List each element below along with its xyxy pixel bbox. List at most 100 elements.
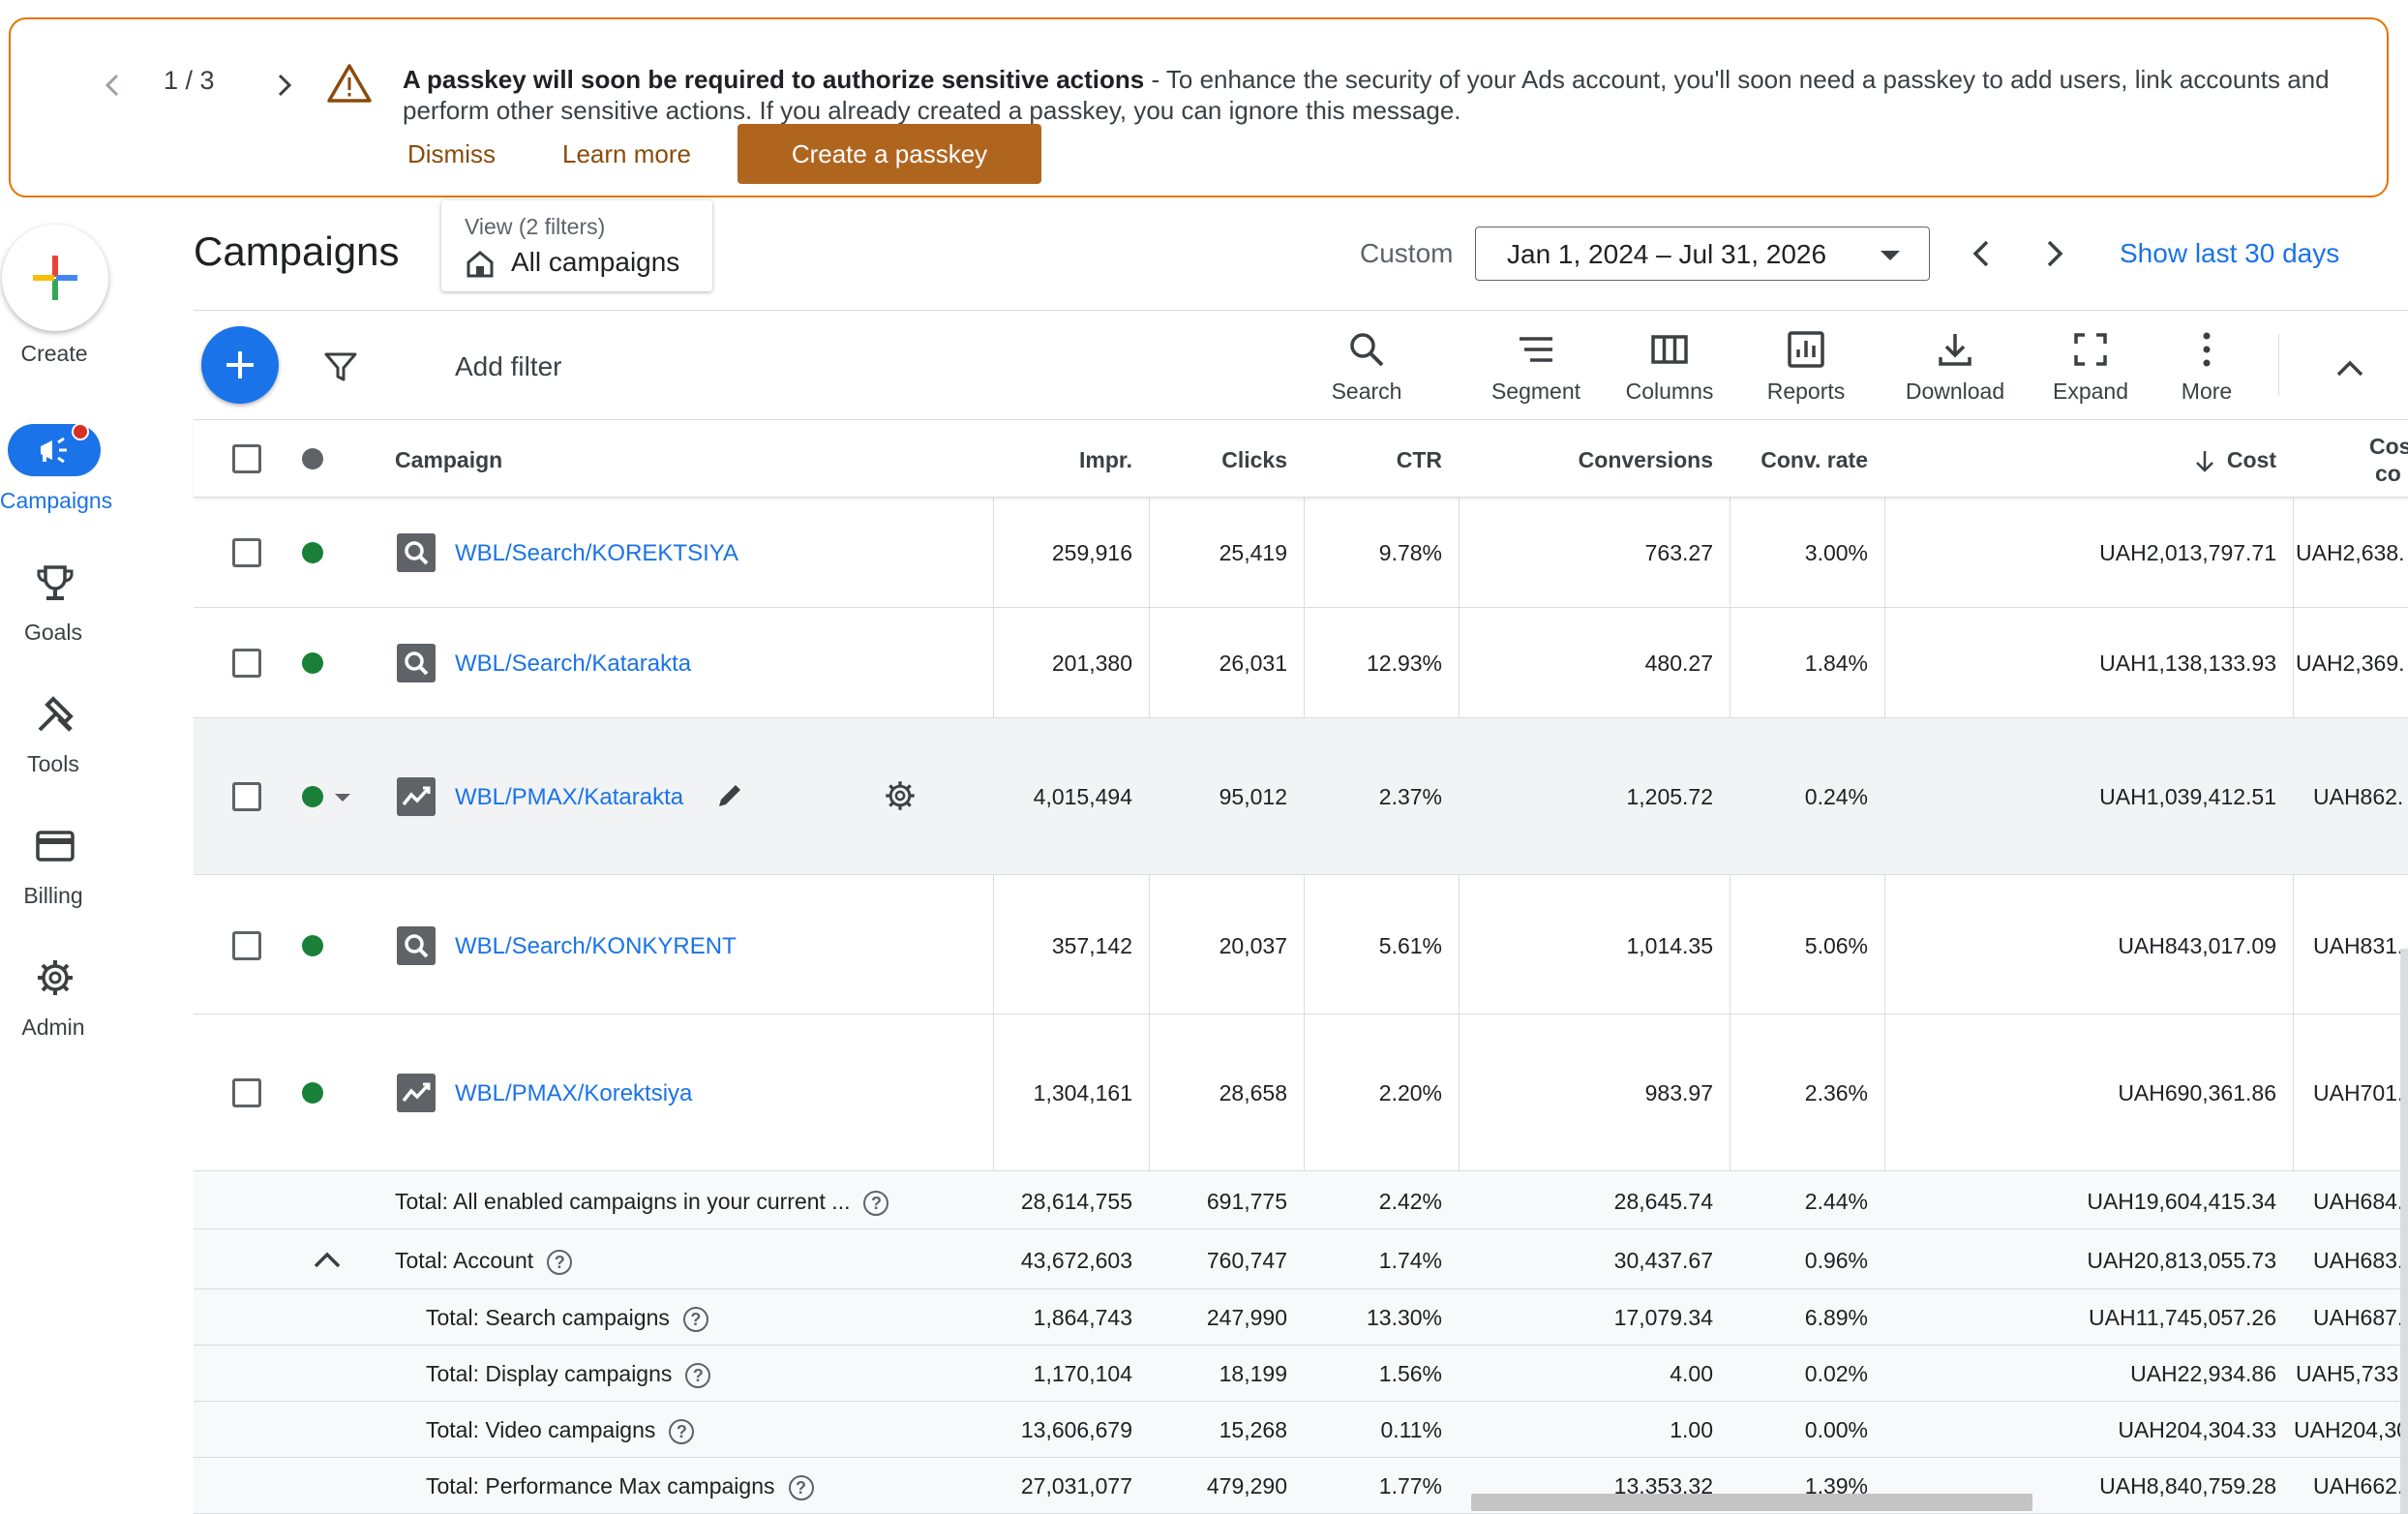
total-label-text: Total: Performance Max campaigns (426, 1473, 775, 1499)
help-icon[interactable]: ? (547, 1249, 573, 1275)
col-cost-conv-line1[interactable]: Cos (2369, 434, 2408, 459)
show-last-30-days-link[interactable]: Show last 30 days (2120, 238, 2340, 268)
status-dropdown-icon[interactable] (335, 794, 350, 802)
conversions-cell: 17,079.34 (1613, 1305, 1713, 1330)
col-conv-rate[interactable]: Conv. rate (1761, 447, 1868, 472)
help-icon[interactable]: ? (669, 1418, 695, 1444)
plus-icon (33, 256, 77, 300)
impr-cell: 1,864,743 (1033, 1305, 1132, 1330)
status-header-icon[interactable] (302, 448, 323, 469)
chevron-left-icon[interactable] (94, 66, 133, 105)
row-checkbox[interactable] (232, 538, 261, 567)
pencil-icon[interactable] (714, 780, 745, 811)
conversions-cell: 1.00 (1670, 1417, 1713, 1442)
clicks-cell: 479,290 (1206, 1473, 1287, 1499)
column-divider (1884, 420, 1885, 1491)
total-label-text: Total: Account (395, 1248, 534, 1273)
campaign-link[interactable]: WBL/PMAX/Katarakta (455, 784, 684, 810)
help-icon[interactable]: ? (685, 1362, 711, 1388)
date-range-value: Jan 1, 2024 – Jul 31, 2026 (1507, 239, 1827, 269)
columns-label: Columns (1625, 378, 1714, 404)
enabled-status-icon[interactable] (302, 1082, 323, 1104)
cost-conv-cell: UAH204,304. (2294, 1417, 2408, 1442)
cost-conv-cell: UAH831. (2313, 933, 2404, 958)
horizontal-scrollbar[interactable] (1471, 1494, 2032, 1511)
conv-rate-cell: 2.44% (1804, 1189, 1868, 1214)
enabled-status-icon[interactable] (302, 542, 323, 563)
rail-create-label: Create (20, 341, 88, 366)
campaign-link[interactable]: WBL/PMAX/Korektsiya (455, 1080, 693, 1106)
row-checkbox[interactable] (232, 782, 261, 811)
dismiss-button[interactable]: Dismiss (407, 139, 496, 168)
clicks-cell: 95,012 (1219, 784, 1287, 809)
total-row: Total: Account? 43,672,603 760,747 1.74%… (194, 1229, 2408, 1289)
view-selector[interactable]: View (2 filters) All campaigns (441, 200, 712, 291)
select-all-checkbox[interactable] (232, 444, 261, 473)
row-checkbox[interactable] (232, 1078, 261, 1107)
add-campaign-button[interactable] (201, 326, 279, 404)
search-button[interactable]: Search (1316, 330, 1417, 408)
billing-card-icon (36, 831, 75, 862)
ctr-cell: 12.93% (1366, 651, 1442, 676)
gear-icon[interactable] (883, 778, 918, 813)
table-row[interactable]: WBL/Search/KOREKTSIYA 259,916 25,419 9.7… (194, 498, 2408, 608)
more-button[interactable]: More (2168, 330, 2245, 408)
total-label: Total: All enabled campaigns in your cur… (395, 1189, 889, 1216)
campaign-link[interactable]: WBL/Search/KONKYRENT (455, 933, 737, 959)
help-icon[interactable]: ? (863, 1190, 889, 1216)
ctr-cell: 2.42% (1378, 1189, 1442, 1214)
row-checkbox[interactable] (232, 649, 261, 678)
table-toolbar: Add filter Search Segment Columns Report… (194, 310, 2408, 420)
columns-button[interactable]: Columns (1616, 330, 1723, 408)
learn-more-button[interactable]: Learn more (562, 139, 691, 168)
col-ctr[interactable]: CTR (1396, 447, 1442, 472)
help-icon[interactable]: ? (682, 1306, 708, 1332)
impr-cell: 4,015,494 (1033, 784, 1132, 809)
table-row[interactable]: WBL/Search/KONKYRENT 357,142 20,037 5.61… (194, 875, 2408, 1014)
date-next-icon[interactable] (2034, 234, 2073, 273)
cost-cell: UAH22,934.86 (2130, 1361, 2276, 1386)
clicks-cell: 691,775 (1206, 1189, 1287, 1214)
enabled-status-icon[interactable] (302, 786, 323, 807)
rail-billing-label: Billing (23, 883, 83, 908)
table-row[interactable]: WBL/PMAX/Katarakta 4,015,494 95,012 2.37… (194, 718, 2408, 875)
expand-button[interactable]: Expand (2042, 330, 2139, 408)
table-row[interactable]: WBL/PMAX/Korektsiya 1,304,161 28,658 2.2… (194, 1014, 2408, 1171)
vertical-scrollbar[interactable] (2400, 949, 2408, 1514)
create-passkey-button[interactable]: Create a passkey (737, 124, 1041, 184)
help-icon[interactable]: ? (788, 1474, 814, 1500)
enabled-status-icon[interactable] (302, 652, 323, 674)
download-button[interactable]: Download (1893, 330, 2017, 408)
search-campaign-icon (397, 533, 436, 572)
conversions-cell: 763.27 (1644, 540, 1713, 565)
chevron-up-icon[interactable] (2331, 349, 2369, 384)
campaign-link[interactable]: WBL/Search/Katarakta (455, 651, 692, 677)
create-button[interactable] (2, 225, 108, 331)
col-clicks[interactable]: Clicks (1221, 447, 1287, 472)
date-prev-icon[interactable] (1963, 234, 2002, 273)
chevron-up-icon[interactable] (310, 1245, 345, 1274)
cost-cell: UAH8,840,759.28 (2099, 1473, 2276, 1499)
segment-button[interactable]: Segment (1473, 330, 1599, 408)
date-range-picker[interactable]: Jan 1, 2024 – Jul 31, 2026 (1475, 227, 1930, 281)
segment-icon (1520, 337, 1552, 362)
enabled-status-icon[interactable] (302, 935, 323, 956)
col-campaign[interactable]: Campaign (395, 447, 503, 472)
banner-pager: 1 / 3 (164, 66, 215, 95)
add-filter-input[interactable]: Add filter (455, 351, 562, 381)
col-cost[interactable]: Cost (2226, 447, 2276, 472)
row-checkbox[interactable] (232, 931, 261, 960)
chevron-right-icon[interactable] (264, 66, 303, 105)
cost-conv-cell: UAH5,733. (2296, 1361, 2405, 1386)
campaign-link[interactable]: WBL/Search/KOREKTSIYA (455, 540, 738, 566)
col-impr[interactable]: Impr. (1079, 447, 1132, 472)
filter-icon[interactable] (323, 349, 358, 384)
reports-button[interactable]: Reports (1758, 330, 1854, 408)
home-icon (467, 251, 494, 278)
conv-rate-cell: 0.24% (1804, 784, 1868, 809)
ctr-cell: 1.74% (1378, 1248, 1442, 1273)
col-cost-conv-line2[interactable]: co (2375, 461, 2401, 486)
col-conversions[interactable]: Conversions (1578, 447, 1713, 472)
table-row[interactable]: WBL/Search/Katarakta 201,380 26,031 12.9… (194, 608, 2408, 718)
notification-dot (72, 423, 89, 440)
